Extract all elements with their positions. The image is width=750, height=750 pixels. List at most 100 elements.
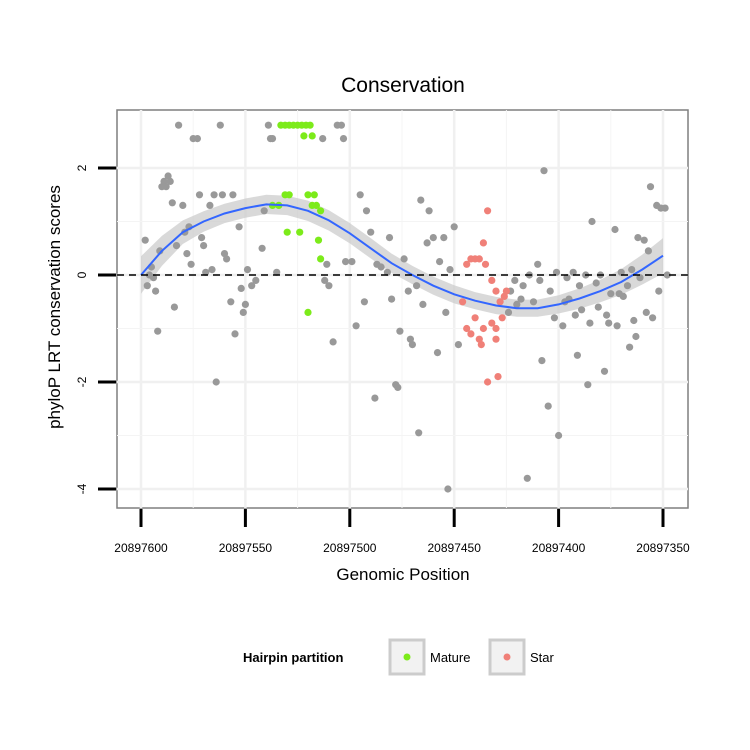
point-other — [529, 298, 538, 306]
point-other — [243, 266, 252, 274]
point-star — [463, 324, 471, 333]
smooth-curve-line — [140, 203, 664, 310]
point-other — [383, 268, 391, 276]
point-other — [586, 319, 594, 327]
point-other — [552, 268, 561, 276]
y-axis-title: phyloP LRT conservation scores — [45, 185, 64, 429]
legend-swatch-star — [503, 653, 511, 661]
point-other — [663, 271, 671, 279]
point-other — [396, 327, 404, 335]
point-star — [488, 276, 496, 284]
y-tick-label: 0 — [75, 271, 89, 278]
point-other — [385, 234, 394, 242]
point-mature — [310, 191, 318, 199]
point-other — [172, 242, 181, 250]
point-other — [444, 485, 452, 493]
legend: Hairpin partition Mature Star — [243, 638, 555, 676]
point-other — [264, 121, 272, 129]
point-star — [467, 330, 475, 338]
point-other — [200, 242, 208, 250]
point-other — [538, 357, 546, 365]
point-mature — [317, 207, 325, 215]
x-tick-label: 20897400 — [532, 541, 586, 555]
x-tick-label: 20897500 — [323, 541, 377, 555]
point-star — [475, 335, 483, 343]
point-star — [494, 373, 502, 381]
point-other — [546, 287, 554, 295]
point-other — [408, 341, 416, 349]
point-other — [504, 308, 513, 316]
point-mature — [304, 191, 312, 199]
point-star — [479, 324, 487, 333]
point-star — [479, 239, 487, 247]
point-other — [626, 343, 634, 351]
point-mature — [312, 201, 320, 209]
point-other — [433, 349, 442, 357]
point-star — [484, 207, 492, 215]
point-other — [611, 225, 619, 234]
point-other — [231, 330, 239, 338]
point-mature — [296, 228, 304, 236]
point-mature — [317, 255, 325, 263]
point-star — [481, 260, 490, 268]
point-other — [227, 298, 235, 306]
point-other — [143, 282, 151, 290]
point-other — [206, 201, 214, 209]
point-other — [239, 308, 247, 316]
y-tick-label: -2 — [75, 376, 89, 387]
point-other — [419, 300, 427, 308]
point-other — [149, 274, 158, 282]
point-other — [440, 234, 448, 242]
chart-title: Conservation — [341, 74, 465, 97]
point-star — [459, 298, 467, 306]
point-other — [605, 319, 613, 327]
x-tick-label: 20897350 — [636, 541, 690, 555]
point-star — [492, 335, 500, 343]
point-mature — [308, 132, 316, 140]
point-mature — [314, 236, 323, 244]
point-other — [661, 204, 669, 212]
point-other — [584, 381, 592, 389]
point-other — [600, 367, 609, 375]
point-star — [496, 298, 504, 306]
point-star — [488, 319, 496, 327]
point-other — [394, 383, 402, 391]
x-tick-label: 20897550 — [219, 541, 273, 555]
point-other — [179, 201, 187, 209]
point-other — [603, 311, 611, 319]
point-other — [454, 341, 462, 349]
point-other — [636, 274, 644, 282]
point-other — [550, 314, 559, 322]
point-other — [646, 183, 655, 191]
point-other — [162, 183, 170, 191]
point-other — [216, 121, 224, 129]
x-tick-label: 20897450 — [428, 541, 482, 555]
point-other — [342, 258, 350, 266]
point-other — [212, 378, 220, 386]
point-other — [321, 276, 329, 284]
point-other — [540, 167, 548, 175]
point-other — [628, 266, 636, 274]
point-other — [534, 260, 542, 268]
point-other — [575, 282, 584, 290]
point-other — [406, 335, 414, 343]
point-other — [210, 191, 218, 199]
point-other — [252, 276, 260, 284]
point-other — [655, 287, 663, 295]
point-star — [492, 324, 500, 333]
point-other — [617, 268, 625, 276]
point-star — [484, 378, 492, 386]
point-other — [442, 308, 450, 316]
point-other — [578, 306, 586, 314]
point-other — [523, 474, 531, 482]
point-other — [446, 266, 454, 274]
point-other — [415, 429, 423, 437]
point-other — [555, 431, 563, 440]
point-other — [619, 292, 627, 300]
point-other — [630, 316, 638, 325]
point-other — [187, 260, 195, 268]
smooth-curve — [140, 203, 664, 310]
point-mature — [283, 228, 291, 236]
point-other — [235, 223, 243, 231]
point-other — [623, 282, 632, 290]
